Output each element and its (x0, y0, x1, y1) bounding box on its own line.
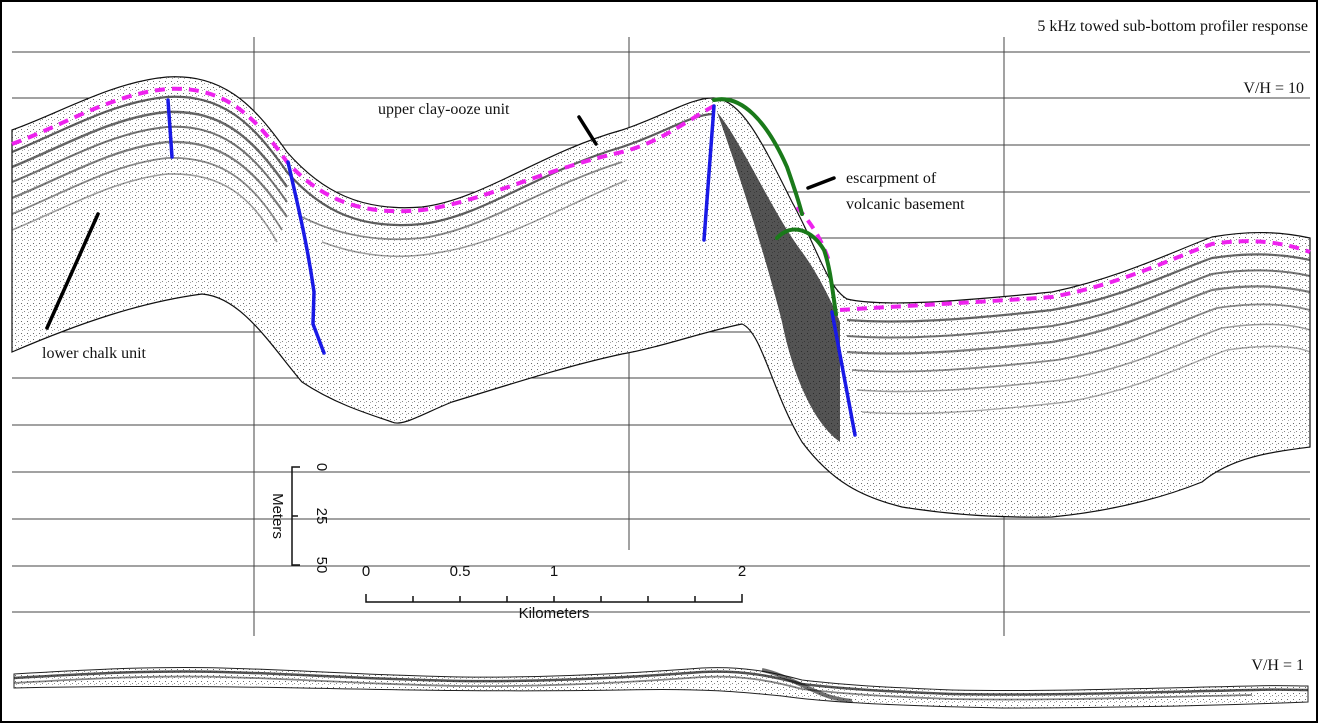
horizontal-tick-1: 1 (550, 563, 558, 580)
horizontal-tick-0-5: 0.5 (450, 563, 471, 580)
seismic-section (11, 76, 1311, 518)
ratio-top: V/H = 10 (1243, 80, 1304, 97)
vertical-tick-25: 25 (313, 508, 330, 525)
unit-boundary-west (11, 86, 715, 214)
reflectors (12, 95, 1310, 442)
label-escarpment-2: volcanic basement (846, 196, 965, 213)
horizontal-scale-title: Kilometers (519, 605, 590, 622)
leader-upper-unit (577, 115, 598, 146)
section-fill (11, 76, 1311, 518)
escarpment-lower (775, 227, 838, 316)
horizontal-tick-2: 2 (738, 563, 746, 580)
figure-title: 5 kHz towed sub-bottom profiler response (1037, 18, 1308, 35)
vertical-scale-title: Meters (269, 493, 286, 539)
leader-lower-unit (45, 212, 100, 330)
horizontal-tick-0: 0 (362, 563, 370, 580)
vh1-profile-strip (13, 666, 1309, 709)
vertical-tick-50: 50 (313, 557, 330, 574)
unit-boundary-east (839, 239, 1311, 312)
leader-lines (45, 115, 836, 330)
label-lower-unit: lower chalk unit (42, 345, 147, 362)
escarpment (712, 97, 838, 316)
ratio-bottom: V/H = 1 (1251, 657, 1304, 674)
vertical-scale-bar: Meters 0 25 50 (269, 463, 330, 574)
horizontal-scale-bar: 0 0.5 1 2 Kilometers (362, 563, 746, 622)
escarpment-upper (712, 97, 804, 216)
leader-escarpment (806, 176, 836, 190)
fault-1 (166, 98, 174, 159)
label-upper-unit: upper clay-ooze unit (378, 101, 510, 118)
fault-4 (830, 310, 857, 437)
vertical-tick-0: 0 (313, 463, 330, 471)
fault-2 (286, 160, 326, 355)
faults (166, 98, 857, 437)
fault-3 (702, 104, 716, 242)
label-escarpment-1: escarpment of (846, 170, 937, 187)
